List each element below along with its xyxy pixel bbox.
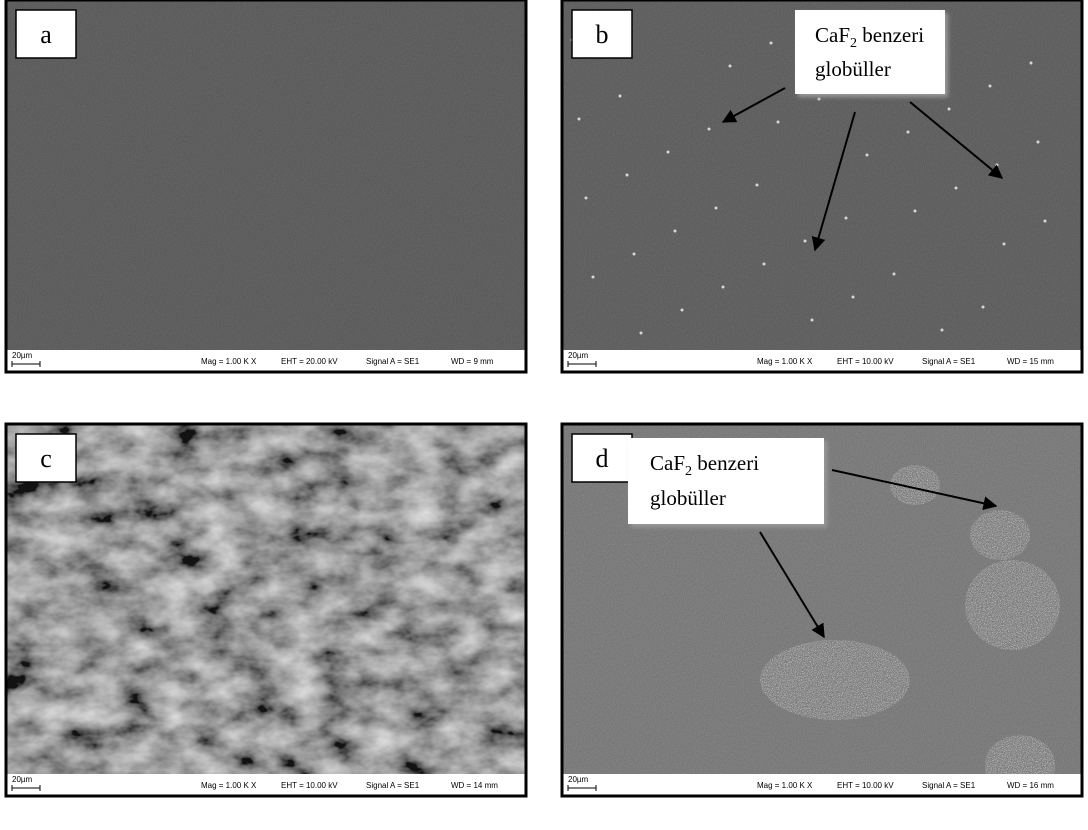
particle (982, 306, 985, 309)
panel-label: d (596, 444, 609, 473)
working-distance: WD = 9 mm (451, 357, 494, 366)
signal: Signal A = SE1 (922, 781, 976, 790)
scale-label: 20µm (568, 775, 589, 784)
particle (674, 230, 677, 233)
particle (1003, 243, 1006, 246)
particle (585, 197, 588, 200)
sem-texture (6, 424, 526, 774)
eht: EHT = 10.00 kV (281, 781, 338, 790)
particle (1044, 220, 1047, 223)
callout-text: CaF2 benzeri (815, 23, 924, 51)
particle (722, 286, 725, 289)
panel-label: a (40, 20, 52, 49)
working-distance: WD = 14 mm (451, 781, 498, 790)
scale-label: 20µm (12, 775, 33, 784)
figure: a 20µm Mag = 1.00 K X EHT = 20.00 kV Signal … (0, 0, 1088, 830)
signal: Signal A = SE1 (922, 357, 976, 366)
particle (852, 296, 855, 299)
sem-panel: a 20µm Mag = 1.00 K X EHT = 20.00 kV Signal … (6, 0, 526, 372)
particle-cluster (970, 510, 1030, 560)
particle (756, 184, 759, 187)
particle (907, 131, 910, 134)
panels: a 20µm Mag = 1.00 K X EHT = 20.00 kV Signal … (6, 0, 1082, 796)
particle (708, 128, 711, 131)
eht: EHT = 20.00 kV (281, 357, 338, 366)
particle-cluster (965, 560, 1060, 650)
sem-texture (6, 0, 526, 350)
particle (633, 253, 636, 256)
particle (763, 263, 766, 266)
particle (948, 108, 951, 111)
particle (592, 276, 595, 279)
particle (770, 42, 773, 45)
signal: Signal A = SE1 (366, 781, 420, 790)
callout-text: globüller (815, 57, 891, 81)
particle (811, 319, 814, 322)
scale-label: 20µm (12, 351, 33, 360)
signal: Signal A = SE1 (366, 357, 420, 366)
info-bar (562, 350, 1082, 372)
particle (777, 121, 780, 124)
particle (626, 174, 629, 177)
particle (845, 217, 848, 220)
magnification: Mag = 1.00 K X (757, 781, 813, 790)
panel-label: c (40, 444, 52, 473)
particle (941, 329, 944, 332)
scale-label: 20µm (568, 351, 589, 360)
panel-label: b (596, 20, 609, 49)
info-bar (6, 774, 526, 796)
particle (914, 210, 917, 213)
particle (989, 85, 992, 88)
eht: EHT = 10.00 kV (837, 781, 894, 790)
particle (866, 154, 869, 157)
particle (681, 309, 684, 312)
eht: EHT = 10.00 kV (837, 357, 894, 366)
particle (640, 332, 643, 335)
callout-text: globüller (650, 486, 726, 510)
callout: CaF2 benzeri globüller (628, 438, 824, 524)
info-bar (562, 774, 1082, 796)
sem-panel: c 20µm Mag = 1.00 K X EHT = 10.00 kV Signal … (6, 424, 526, 796)
particle (955, 187, 958, 190)
magnification: Mag = 1.00 K X (757, 357, 813, 366)
particle (578, 118, 581, 121)
magnification: Mag = 1.00 K X (201, 357, 257, 366)
particle (1030, 62, 1033, 65)
working-distance: WD = 15 mm (1007, 357, 1054, 366)
particle (619, 95, 622, 98)
particle (715, 207, 718, 210)
particle-cluster (760, 640, 910, 720)
particle (804, 240, 807, 243)
info-bar (6, 350, 526, 372)
particle (729, 65, 732, 68)
particle (667, 151, 670, 154)
callout-text: CaF2 benzeri (650, 451, 759, 479)
callout: CaF2 benzeri globüller (795, 10, 945, 94)
magnification: Mag = 1.00 K X (201, 781, 257, 790)
particle (893, 273, 896, 276)
working-distance: WD = 16 mm (1007, 781, 1054, 790)
particle (1037, 141, 1040, 144)
particle (818, 98, 821, 101)
particle (996, 164, 999, 167)
